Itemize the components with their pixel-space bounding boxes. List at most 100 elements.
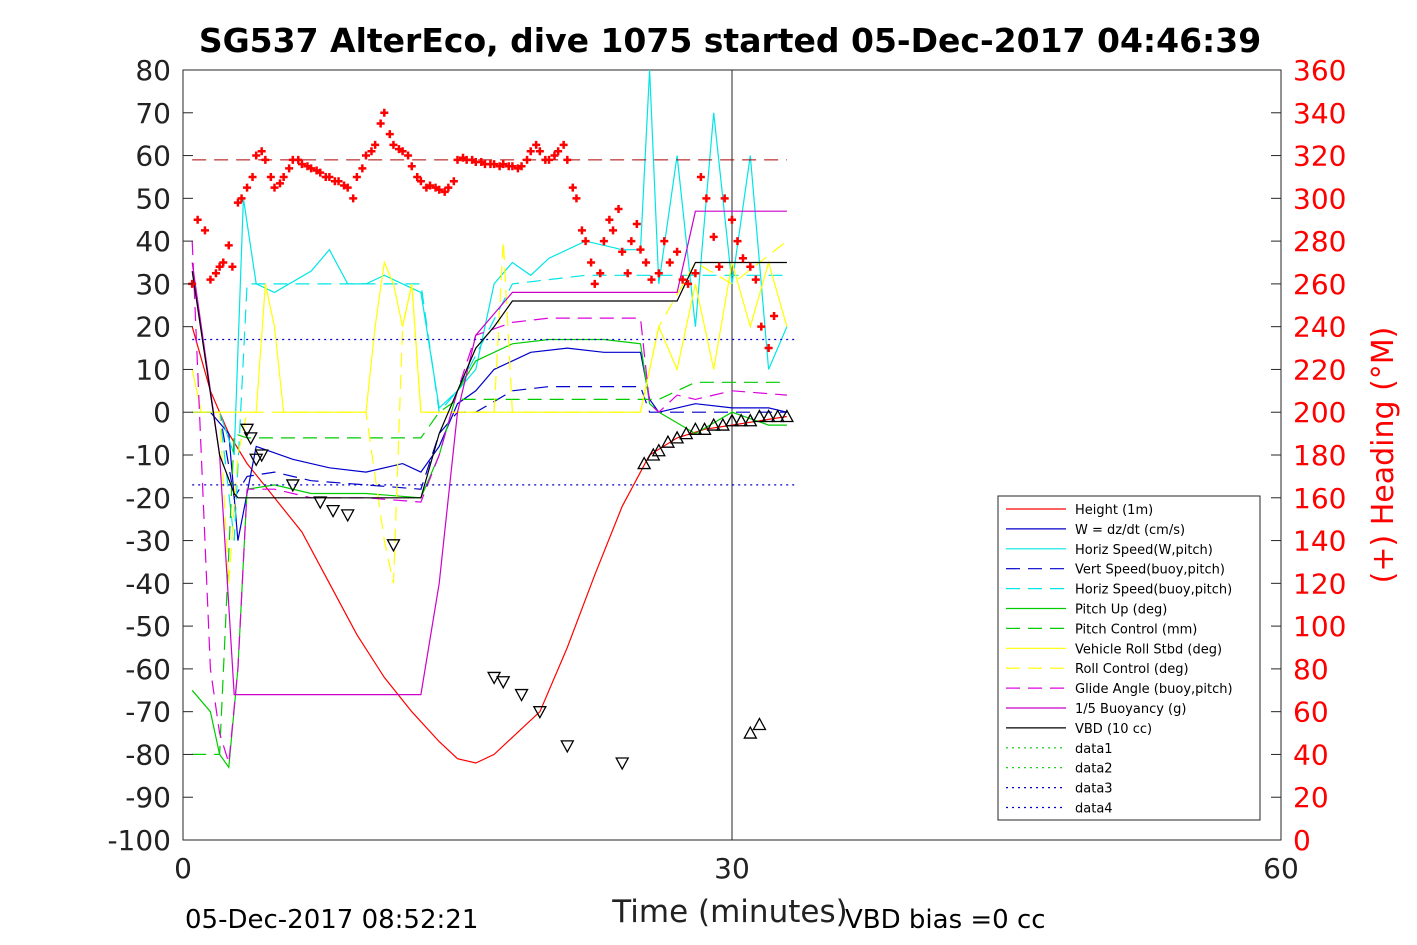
- heading-point: [636, 245, 645, 254]
- height-marker: [254, 449, 269, 463]
- height-marker: [752, 717, 767, 731]
- y2-tick-label: 20: [1293, 781, 1329, 814]
- height-marker: [340, 509, 355, 523]
- heading-point: [219, 258, 228, 267]
- heading-point: [440, 187, 449, 196]
- heading-point: [407, 162, 416, 171]
- legend-label-14: data3: [1075, 782, 1113, 797]
- height-marker: [670, 430, 685, 444]
- legend-label-9: Glide Angle (buoy,pitch): [1075, 682, 1233, 697]
- heading-point: [581, 237, 590, 246]
- legend-label-2: Horiz Speed(W,pitch): [1075, 543, 1213, 558]
- heading-point: [352, 172, 361, 181]
- height-marker: [285, 479, 300, 493]
- heading-point: [673, 247, 682, 256]
- height-marker: [743, 725, 758, 739]
- heading-point: [660, 237, 669, 246]
- height-marker: [243, 432, 258, 446]
- series-line-10: [191, 210, 787, 696]
- heading-point: [435, 185, 444, 194]
- height-marker: [615, 757, 630, 771]
- y2-tick-label: 0: [1293, 824, 1311, 857]
- heading-point: [728, 215, 736, 224]
- heading-point: [453, 155, 462, 164]
- y2-tick-label: 260: [1293, 268, 1346, 301]
- heading-point: [294, 155, 303, 164]
- y2-tick-label: 60: [1293, 696, 1329, 729]
- heading-point: [426, 181, 435, 190]
- height-marker: [386, 539, 401, 553]
- axis-layer: 80706050403020100-10-20-30-40-50-60-70-8…: [107, 54, 1346, 885]
- heading-point: [738, 254, 747, 263]
- x-tick-label: 60: [1263, 852, 1299, 885]
- y-tick-label: 50: [135, 182, 171, 215]
- heading-point: [623, 269, 632, 278]
- y-tick-label: 60: [135, 140, 171, 173]
- heading-layer: [188, 109, 779, 353]
- height-marker: [779, 409, 794, 423]
- heading-point: [285, 164, 294, 173]
- heading-point: [200, 226, 209, 235]
- y2-tick-label: 80: [1293, 653, 1329, 686]
- height-marker: [761, 409, 776, 423]
- heading-point: [325, 172, 334, 181]
- heading-point: [550, 151, 559, 160]
- heading-point: [404, 151, 413, 160]
- series-line-7: [191, 260, 788, 413]
- series-line-8: [192, 240, 788, 584]
- heading-point: [215, 262, 224, 271]
- legend-label-6: Pitch Control (mm): [1075, 622, 1197, 637]
- legend-box: [997, 495, 1261, 821]
- legend: Height (1m) W = dz/dt (cm/s) Horiz Speed(W…: [997, 495, 1261, 821]
- heading-point: [449, 177, 458, 186]
- y-tick-label: -30: [125, 525, 171, 558]
- height-marker: [697, 421, 712, 435]
- heading-point: [599, 237, 608, 246]
- heading-point: [362, 151, 370, 160]
- y2-tick-label: 220: [1293, 353, 1346, 386]
- height-marker: [679, 426, 694, 440]
- y-tick-label: -20: [125, 482, 171, 515]
- heading-point: [654, 269, 663, 278]
- y2-tick-label: 100: [1293, 610, 1346, 643]
- height-marker: [496, 676, 511, 690]
- y2-tick-label: 280: [1293, 225, 1346, 258]
- heading-point: [605, 215, 614, 224]
- y2-tick-label: 300: [1293, 182, 1346, 215]
- y2-tick-label: 120: [1293, 567, 1346, 600]
- y2-axis-label: (+) Heading (°M): [1366, 327, 1401, 584]
- y-tick-label: -70: [125, 696, 171, 729]
- heading-point: [444, 183, 453, 192]
- y-tick-label: 20: [135, 311, 171, 344]
- heading-point: [334, 177, 343, 186]
- heading-point: [568, 183, 577, 192]
- heading-point: [248, 172, 257, 181]
- height-marker: [706, 417, 721, 431]
- height-marker: [532, 706, 547, 720]
- legend-label-11: VBD (10 cc): [1075, 722, 1152, 737]
- x-axis-label: Time (minutes): [611, 894, 847, 930]
- heading-point: [211, 269, 220, 278]
- heading-point: [257, 147, 266, 156]
- y-tick-label: -40: [125, 567, 171, 600]
- heading-point: [499, 160, 508, 169]
- height-marker: [514, 688, 529, 702]
- heading-point: [577, 226, 586, 235]
- legend-label-5: Pitch Up (deg): [1075, 603, 1167, 618]
- height-marker: [660, 434, 676, 448]
- chart-title: SG537 AlterEco, dive 1075 started 05-Dec…: [199, 21, 1261, 60]
- height-marker: [487, 671, 502, 685]
- heading-point: [532, 140, 541, 149]
- heading-point: [376, 119, 385, 128]
- heading-point: [684, 279, 693, 288]
- heading-point: [709, 232, 718, 241]
- heading-point: [237, 194, 246, 203]
- legend-label-1: W = dz/dt (cm/s): [1075, 523, 1185, 538]
- heading-point: [389, 140, 398, 149]
- heading-point: [563, 155, 572, 164]
- height-marker: [688, 421, 703, 435]
- heading-point: [618, 247, 627, 256]
- x-tick-label: 30: [714, 852, 750, 885]
- heading-point: [358, 164, 367, 173]
